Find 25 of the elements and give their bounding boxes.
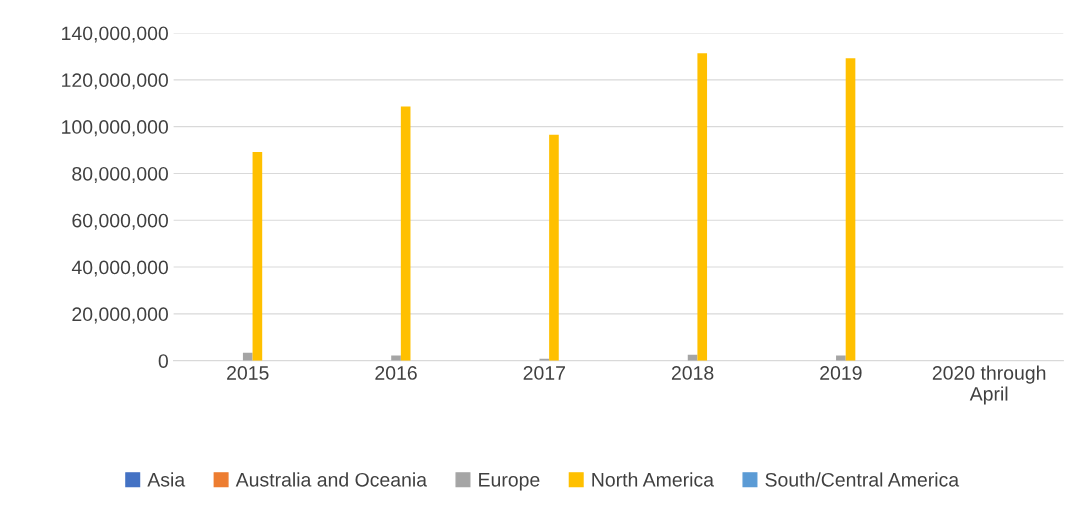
x-tick-label: 2019 [820,366,862,380]
y-tick-label: 40,000,000 [71,260,168,277]
bar [252,151,263,361]
x-tick-label: 2016 [375,366,417,380]
y-tick-label: 80,000,000 [72,166,168,183]
legend-label: North America [592,472,714,487]
x-tick-label: 2015 [227,366,269,380]
x-tick-label: 2020 through April [932,365,1046,405]
y-tick-label: 60,000,000 [72,213,168,230]
y-tick-label: 20,000,000 [72,307,168,324]
x-tick-label: 2018 [671,366,714,380]
bar [697,53,708,361]
y-tick-label: 100,000,000 [62,120,168,137]
legend-label: Europe [479,473,540,491]
bar [400,106,411,361]
y-tick-label: 0 [158,354,168,368]
bar [549,134,559,361]
legend-label: South/Central America [765,472,960,487]
bar [242,352,253,361]
legend-label: Australia and Oceania [235,472,428,487]
bar [845,58,856,361]
y-tick-label: 120,000,000 [62,73,168,90]
legend-label: Asia [147,472,186,487]
y-tick-label: 140,000,000 [62,26,168,43]
x-tick-label: 2017 [523,366,565,380]
